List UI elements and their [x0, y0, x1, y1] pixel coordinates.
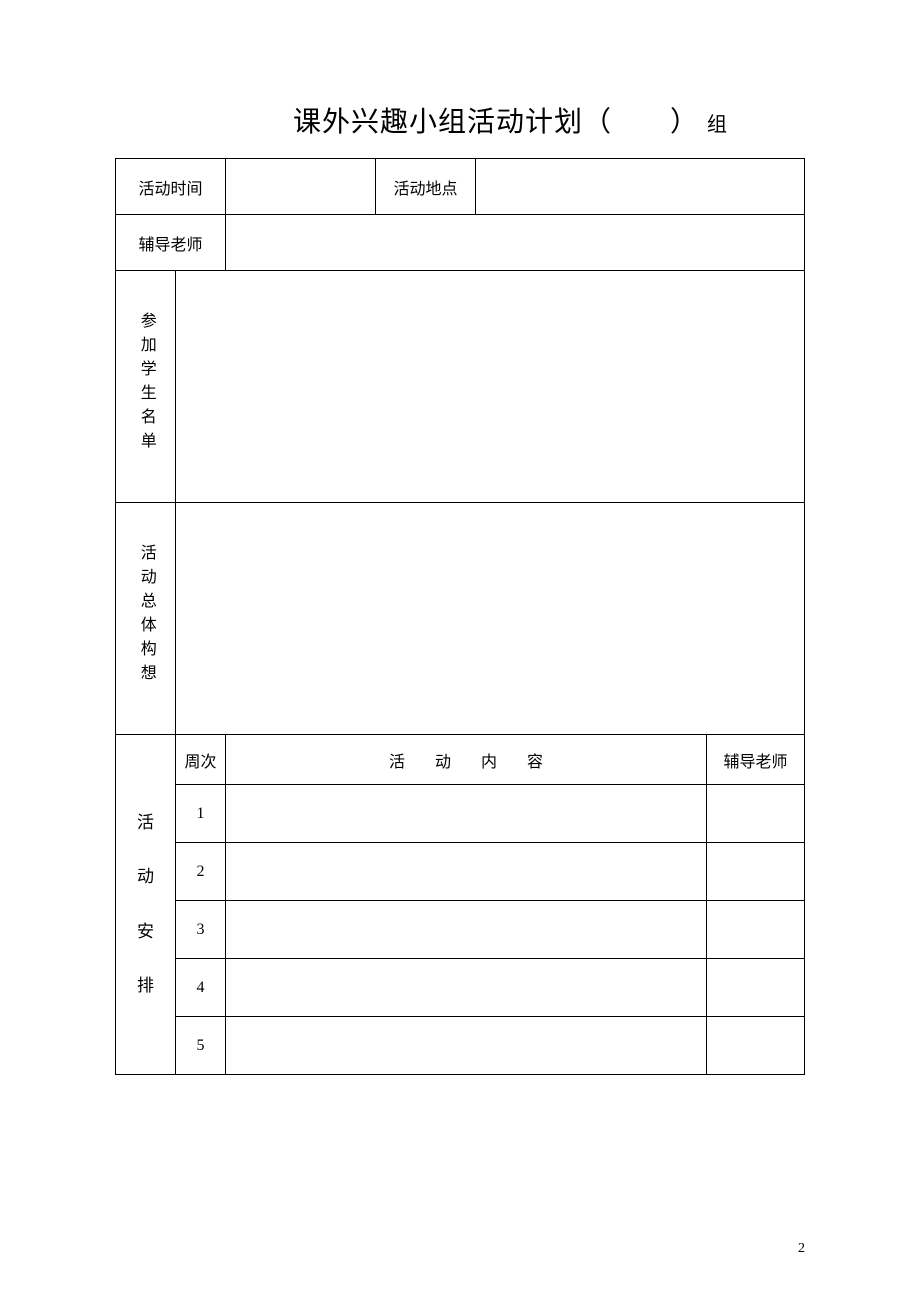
concept-label-cell: 活动总体构想: [116, 503, 176, 735]
week-cell: 4: [176, 959, 226, 1017]
teacher-cell: [707, 959, 805, 1017]
arrange-char-3: 安: [137, 922, 154, 941]
title-container: 课外兴趣小组活动计划（ ） 组: [115, 100, 805, 140]
student-list-value: [176, 271, 805, 503]
header-row-1: 活动时间 活动地点: [116, 159, 805, 215]
content-header: 活动内容: [226, 735, 707, 785]
concept-row: 活动总体构想: [116, 503, 805, 735]
content-cell: [226, 785, 707, 843]
page-number: 2: [798, 1241, 805, 1257]
schedule-row: 2: [116, 843, 805, 901]
activity-time-label: 活动时间: [116, 159, 226, 215]
schedule-header-row: 活 动 安 排 周次 活动内容 辅导老师: [116, 735, 805, 785]
schedule-row: 3: [116, 901, 805, 959]
concept-value: [176, 503, 805, 735]
page-container: 课外兴趣小组活动计划（ ） 组 活动时间 活动地点 辅导老师 参加学生名单 活动…: [0, 0, 920, 1075]
arrange-label-cell: 活 动 安 排: [116, 735, 176, 1075]
title-suffix: 组: [707, 114, 727, 136]
content-cell: [226, 959, 707, 1017]
week-cell: 5: [176, 1017, 226, 1075]
content-cell: [226, 901, 707, 959]
schedule-row: 5: [116, 1017, 805, 1075]
header-row-2: 辅导老师: [116, 215, 805, 271]
concept-label: 活动总体构想: [134, 539, 156, 693]
arrange-label: 活 动 安 排: [116, 796, 175, 1014]
arrange-char-2: 动: [137, 867, 154, 886]
schedule-row: 4: [116, 959, 805, 1017]
schedule-row: 1: [116, 785, 805, 843]
activity-time-value: [226, 159, 376, 215]
activity-place-label: 活动地点: [376, 159, 476, 215]
instructor-label: 辅导老师: [116, 215, 226, 271]
week-header: 周次: [176, 735, 226, 785]
arrange-char-1: 活: [137, 813, 154, 832]
teacher-cell: [707, 785, 805, 843]
teacher-cell: [707, 843, 805, 901]
content-cell: [226, 843, 707, 901]
content-cell: [226, 1017, 707, 1075]
student-list-label: 参加学生名单: [134, 307, 156, 461]
week-cell: 3: [176, 901, 226, 959]
week-cell: 2: [176, 843, 226, 901]
teacher-cell: [707, 901, 805, 959]
main-title: 课外兴趣小组活动计划（ ）: [293, 107, 699, 138]
week-cell: 1: [176, 785, 226, 843]
activity-place-value: [476, 159, 805, 215]
teacher-cell: [707, 1017, 805, 1075]
instructor-value: [226, 215, 805, 271]
main-form-table: 活动时间 活动地点 辅导老师 参加学生名单 活动总体构想 活 动: [115, 158, 805, 1075]
student-list-row: 参加学生名单: [116, 271, 805, 503]
teacher-header: 辅导老师: [707, 735, 805, 785]
arrange-char-4: 排: [137, 976, 154, 995]
student-list-label-cell: 参加学生名单: [116, 271, 176, 503]
